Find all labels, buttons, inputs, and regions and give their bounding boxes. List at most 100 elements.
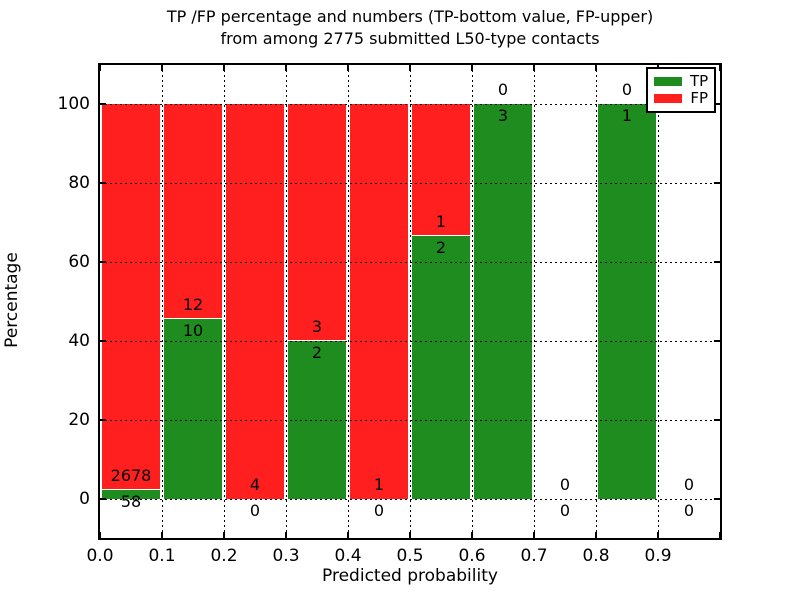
legend-label: TP	[690, 72, 709, 90]
x-tick-mark-top	[533, 65, 535, 71]
y-tick-label: 0	[79, 488, 90, 509]
legend-label: FP	[690, 89, 708, 107]
tp-color-swatch	[654, 77, 682, 86]
fp-count-label: 1	[435, 211, 447, 231]
x-tick-mark	[657, 532, 659, 538]
grid-line-vertical	[224, 65, 225, 538]
tp-count-label: 0	[559, 500, 571, 520]
bar-segment-tp	[164, 319, 222, 499]
grid-line-vertical	[286, 65, 287, 538]
y-tick-mark	[100, 418, 106, 421]
grid-line-horizontal	[100, 340, 720, 342]
fp-count-label: 4	[249, 474, 261, 494]
x-tick-mark	[223, 532, 225, 538]
bar-segment-fp	[412, 104, 470, 235]
x-tick-label: 0.4	[334, 546, 362, 566]
x-tick-label: 0.1	[148, 546, 176, 566]
x-tick-mark-top	[347, 65, 349, 71]
grid-line-vertical	[348, 65, 349, 538]
x-tick-mark-top	[161, 65, 163, 71]
tp-count-label: 2	[435, 237, 447, 257]
x-tick-mark	[161, 532, 163, 538]
x-tick-label: 0.2	[210, 546, 238, 566]
y-tick-mark	[100, 261, 106, 264]
x-tick-mark	[471, 532, 473, 538]
fp-count-label: 0	[497, 80, 509, 100]
grid-line-vertical	[162, 65, 163, 538]
fp-count-label: 0	[559, 474, 571, 494]
x-tick-mark	[595, 532, 597, 538]
y-tick-mark	[100, 182, 106, 185]
chart-title-line2: from among 2775 submitted L50-type conta…	[220, 29, 600, 48]
y-tick-mark	[100, 103, 106, 106]
fp-count-label: 0	[621, 80, 633, 100]
x-tick-mark	[347, 532, 349, 538]
bar-segment-fp	[102, 104, 160, 490]
x-tick-mark-top	[471, 65, 473, 71]
y-tick-mark-right	[714, 182, 720, 185]
y-tick-mark-right	[714, 103, 720, 106]
bar-segment-tp	[598, 104, 656, 499]
bar-segment-tp	[412, 235, 470, 499]
legend: TP FP	[646, 67, 716, 113]
fp-count-label: 12	[182, 295, 204, 315]
grid-line-vertical	[472, 65, 473, 538]
legend-item-tp: TP	[654, 73, 708, 90]
y-tick-mark-right	[714, 339, 720, 342]
bar-segment-tp	[102, 490, 160, 499]
y-tick-label: 20	[68, 409, 90, 430]
bar-segment-fp	[164, 104, 222, 319]
grid-line-vertical	[658, 65, 659, 538]
bar-segment-tp	[288, 340, 346, 499]
x-tick-label: 0.0	[86, 546, 114, 566]
grid-line-horizontal	[100, 419, 720, 421]
chart-title: TP /FP percentage and numbers (TP-bottom…	[90, 6, 730, 50]
x-tick-label: 0.5	[396, 546, 424, 566]
x-tick-mark	[719, 532, 721, 538]
bar-segment-fp	[350, 104, 408, 499]
tp-count-label: 1	[621, 106, 633, 126]
fp-count-label: 1	[373, 474, 385, 494]
y-tick-mark-right	[714, 497, 720, 500]
x-tick-label: 0.8	[582, 546, 610, 566]
y-tick-mark-right	[714, 418, 720, 421]
bar-segment-fp	[226, 104, 284, 499]
x-tick-label: 0.6	[458, 546, 486, 566]
grid-line-vertical	[534, 65, 535, 538]
x-tick-mark-top	[99, 65, 101, 71]
tp-count-label: 3	[497, 106, 509, 126]
x-tick-mark	[533, 532, 535, 538]
bar-segment-fp	[288, 104, 346, 340]
y-tick-mark	[100, 339, 106, 342]
y-tick-label: 100	[57, 94, 90, 115]
tp-count-label: 0	[683, 500, 695, 520]
grid-line-horizontal	[100, 262, 720, 264]
bar-segment-tp	[474, 104, 532, 499]
x-tick-label: 0.7	[520, 546, 548, 566]
chart-title-line1: TP /FP percentage and numbers (TP-bottom…	[166, 7, 654, 26]
x-tick-mark-top	[223, 65, 225, 71]
tp-count-label: 0	[249, 500, 261, 520]
x-tick-mark-top	[285, 65, 287, 71]
grid-line-horizontal	[100, 104, 720, 106]
tp-count-label: 2	[311, 342, 323, 362]
x-tick-mark	[99, 532, 101, 538]
y-axis-label: Percentage	[2, 252, 22, 348]
plot-area: 2678 58 12 10 4 0 3 2 1 0 1 2 0 3 0 0 0 1 0 0	[98, 63, 722, 540]
y-tick-label: 40	[68, 330, 90, 351]
y-tick-label: 60	[68, 252, 90, 273]
x-tick-mark-top	[595, 65, 597, 71]
tp-count-label: 58	[120, 492, 142, 512]
legend-item-fp: FP	[654, 90, 708, 107]
y-tick-label: 80	[68, 173, 90, 194]
x-axis-label: Predicted probability	[322, 566, 498, 586]
grid-line-horizontal	[100, 183, 720, 185]
fp-count-label: 3	[311, 316, 323, 336]
grid-line-horizontal	[100, 498, 720, 500]
x-tick-mark	[285, 532, 287, 538]
grid-line-vertical	[596, 65, 597, 538]
tp-count-label: 0	[373, 500, 385, 520]
tp-count-label: 10	[182, 321, 204, 341]
x-tick-mark-top	[409, 65, 411, 71]
x-tick-label: 0.3	[272, 546, 300, 566]
